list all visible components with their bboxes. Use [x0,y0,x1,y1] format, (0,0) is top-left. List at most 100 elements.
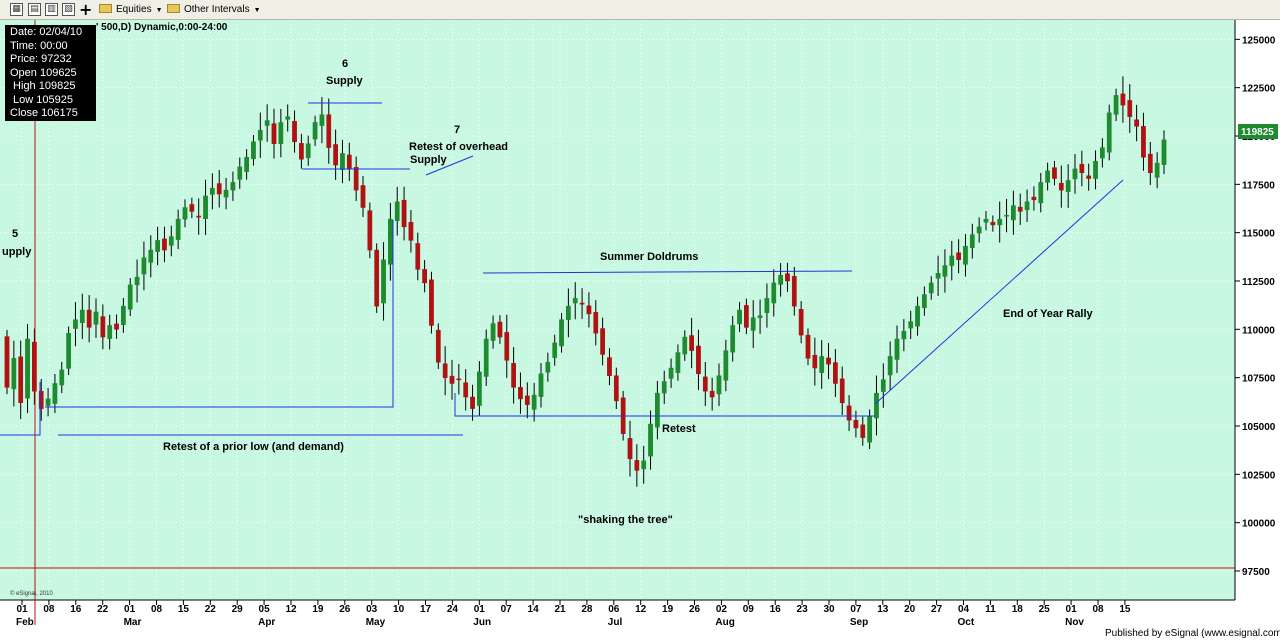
x-tick-label: 10 [393,604,405,615]
candle-body [791,276,797,307]
candle-body [559,319,564,347]
candle-body [785,273,790,282]
x-tick-label: 20 [904,604,916,615]
y-tick-label: 112500 [1242,277,1275,288]
month-label: Nov [1065,617,1084,628]
candle-body [79,309,85,324]
candle-body [730,325,736,353]
candle-body [1161,139,1167,165]
candle-body [52,383,58,404]
info-open: Open 109625 [10,66,77,79]
candle-body [744,305,749,328]
chart-icon[interactable]: ▤ [28,3,41,16]
candle-body [415,243,421,270]
candle-body [928,282,934,294]
candle-body [901,331,907,340]
candle-body [490,323,496,341]
candle-body [702,376,708,392]
candle-body [18,356,24,404]
candle-body [524,395,530,405]
candle-body [874,392,879,419]
x-tick-label: 08 [1092,604,1104,615]
candle-body [1147,153,1153,173]
candle-body [737,309,742,325]
demand-bracket [45,220,394,408]
candle-body [990,221,996,226]
candle-body [127,284,133,310]
last-price-tag [1238,124,1278,139]
last-price-value: 119825 [1241,127,1274,138]
candle-body [613,375,619,402]
candle-body [949,255,955,266]
x-tick-label: 30 [823,604,835,615]
info-close: Close 106175 [10,107,78,119]
equities-dropdown[interactable]: Equities ▼ [99,2,163,18]
candle-body [764,298,770,313]
candle-body [155,240,160,252]
candle-body [1052,167,1057,179]
annotation-supply5-label: upply [2,246,32,258]
candle-body [826,357,831,365]
x-tick-label: 18 [1012,604,1024,615]
candle-body [271,123,277,144]
candle-body [319,114,325,126]
candle-body [168,236,174,246]
candle-body [429,279,434,326]
month-label: Oct [958,617,975,628]
candle-body [388,218,393,265]
y-tick-label: 117500 [1242,180,1275,191]
rally-trend-line [874,179,1124,405]
candle-body [292,121,297,143]
candle-body [922,294,927,308]
x-tick-label: 01 [124,604,136,615]
candle-body [11,358,17,390]
x-tick-label: 19 [662,604,674,615]
candle-body [552,342,558,358]
candle-body [45,398,51,406]
candle-body [333,144,338,166]
candle-body [586,305,592,315]
candle-body [162,238,167,251]
layout-icon[interactable]: ▧ [62,3,75,16]
candle-body [1100,147,1105,159]
plot-background [0,20,1235,600]
data-window: Date: 02/04/10 Time: 00:00 Price: 97232 … [5,25,96,121]
x-tick-label: 12 [635,604,647,615]
price-chart[interactable]: 9750010000010250010500010750011000011250… [0,20,1280,642]
x-tick-label: 12 [285,604,297,615]
candle-body [312,122,318,140]
x-tick-label: 03 [366,604,378,615]
toolbar: ▦ ▤ ▥ ▧ + Equities ▼ Other Intervals ▼ [0,0,1280,20]
info-time: Time: 00:00 [10,39,68,52]
y-tick-label: 102500 [1242,470,1276,481]
candle-body [86,309,92,328]
candle-body [1154,162,1160,178]
candle-body [634,460,640,471]
candle-body [805,334,811,359]
candle-body [1024,201,1030,211]
page-icon[interactable]: ▥ [45,3,58,16]
candle-body [846,405,852,421]
candle-body [572,298,578,304]
candle-body [470,396,475,409]
candle-body [497,321,503,338]
candle-body [100,316,106,338]
candle-body [394,201,400,221]
annotation-retest7-label1: Retest of overhead [409,141,508,153]
candle-body [504,332,510,361]
add-icon[interactable]: + [79,0,93,19]
candle-body [1072,168,1078,180]
candle-body [750,317,756,331]
candle-body [25,338,30,399]
x-tick-label: 17 [420,604,432,615]
candle-body [880,379,886,392]
symbol-icon[interactable]: ▦ [10,3,23,16]
intervals-dropdown[interactable]: Other Intervals ▼ [167,2,261,18]
candle-body [73,319,78,329]
candle-body [1065,180,1071,192]
candle-body [1127,100,1133,117]
candle-body [607,357,612,376]
x-tick-label: 07 [501,604,513,615]
candle-body [367,210,373,251]
x-tick-label: 16 [770,604,782,615]
